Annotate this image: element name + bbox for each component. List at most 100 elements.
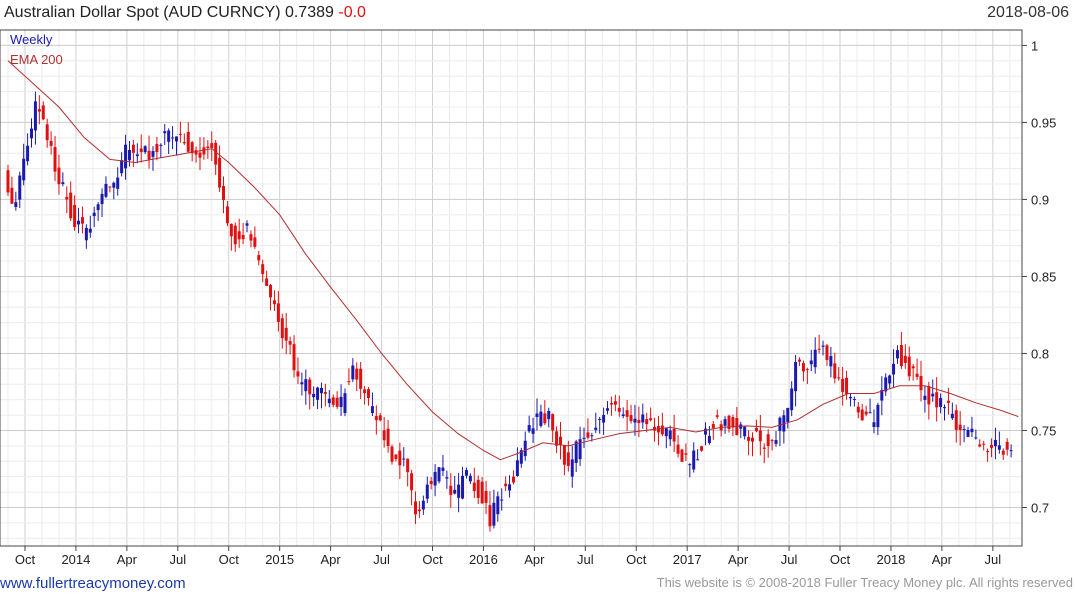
weekly-candle — [786, 407, 790, 429]
weekly-candle — [508, 475, 512, 498]
weekly-candle — [700, 445, 704, 452]
candle-body — [523, 440, 527, 457]
candle-body — [519, 450, 523, 464]
candle-body — [402, 458, 406, 460]
weekly-candle — [484, 480, 488, 514]
x-tick-label: Apr — [932, 552, 953, 567]
weekly-candle — [817, 334, 821, 354]
x-tick-label: Oct — [422, 552, 443, 567]
y-tick-label: 0.75 — [1031, 423, 1056, 438]
candle-body — [374, 416, 378, 421]
site-link[interactable]: www.fullertreacymoney.com — [0, 575, 186, 592]
weekly-candle — [237, 218, 241, 248]
candle-body — [555, 431, 559, 446]
candle-body — [649, 418, 653, 421]
candle-body — [993, 439, 997, 447]
weekly-candle — [864, 405, 868, 417]
candle-body — [927, 386, 931, 405]
weekly-candle — [57, 154, 61, 195]
weekly-candle — [312, 386, 316, 406]
y-tick-label: 0.8 — [1031, 346, 1049, 361]
weekly-candle — [617, 395, 621, 417]
weekly-candle — [958, 411, 962, 446]
title-change: -0.0 — [338, 4, 366, 21]
weekly-candle — [26, 133, 30, 166]
candle-body — [312, 393, 316, 398]
weekly-candle — [774, 430, 778, 447]
weekly-candle — [872, 409, 876, 434]
weekly-candle — [214, 140, 218, 175]
candle-body — [504, 483, 508, 487]
candle-body — [135, 154, 139, 157]
weekly-candle — [751, 432, 755, 457]
weekly-candle — [425, 476, 429, 504]
x-tick-label: Apr — [728, 552, 749, 567]
candle-body — [84, 227, 88, 241]
candle-body — [296, 371, 300, 377]
weekly-candle — [766, 429, 770, 458]
weekly-candle — [519, 447, 523, 468]
candle-body — [30, 128, 34, 139]
weekly-candle — [257, 251, 261, 266]
candle-body — [621, 414, 625, 417]
weekly-candle — [335, 391, 339, 409]
candle-body — [382, 430, 386, 441]
weekly-candle — [927, 381, 931, 420]
candle-body — [798, 359, 802, 362]
weekly-candle — [429, 477, 433, 490]
candle-body — [629, 415, 633, 422]
candle-body — [935, 392, 939, 408]
weekly-candle — [555, 426, 559, 454]
candle-body — [171, 137, 175, 139]
candle-body — [711, 424, 715, 429]
candle-body — [414, 501, 418, 515]
weekly-candle — [457, 472, 461, 513]
weekly-candle — [837, 367, 841, 381]
weekly-candle — [739, 421, 743, 439]
candle-body — [327, 398, 331, 404]
weekly-candle — [821, 340, 825, 356]
weekly-candle — [6, 164, 10, 196]
candle-body — [645, 419, 649, 425]
candle-body — [139, 148, 143, 153]
candle-body — [14, 202, 18, 207]
candle-body — [829, 356, 833, 367]
x-tick-label: Oct — [626, 552, 647, 567]
candle-body — [355, 368, 359, 380]
x-tick-label: Jul — [781, 552, 798, 567]
candle-body — [696, 459, 700, 461]
candle-body — [225, 206, 229, 224]
candle-body — [265, 278, 269, 286]
weekly-candle — [680, 448, 684, 462]
candle-body — [457, 484, 461, 498]
y-axis: 0.7 0.75 0.8 0.85 0.9 0.95 1 — [1022, 38, 1056, 515]
weekly-candle — [841, 366, 845, 406]
x-tick-label: Oct — [219, 552, 240, 567]
weekly-candle — [527, 415, 531, 433]
weekly-candle — [641, 403, 645, 429]
candle-body — [508, 484, 512, 491]
weekly-candle — [151, 146, 155, 171]
candle-body — [496, 496, 500, 515]
weekly-candle — [18, 171, 22, 208]
candle-body — [923, 395, 927, 400]
x-tick-label: 2015 — [265, 552, 294, 567]
candle-body — [41, 105, 45, 120]
candle-body — [582, 437, 586, 439]
candle-body — [45, 124, 49, 141]
candle-body — [692, 450, 696, 470]
candle-body — [49, 140, 53, 146]
candle-body — [539, 411, 543, 426]
weekly-candle — [171, 126, 175, 150]
candle-body — [194, 150, 198, 155]
weekly-candle — [480, 477, 484, 504]
weekly-candle — [147, 135, 151, 169]
candle-body — [394, 454, 398, 459]
candle-body — [269, 285, 273, 298]
candle-body — [461, 475, 465, 499]
weekly-candle — [656, 415, 660, 446]
candle-body — [370, 406, 374, 414]
weekly-candle — [186, 122, 190, 153]
candle-body — [453, 489, 457, 494]
